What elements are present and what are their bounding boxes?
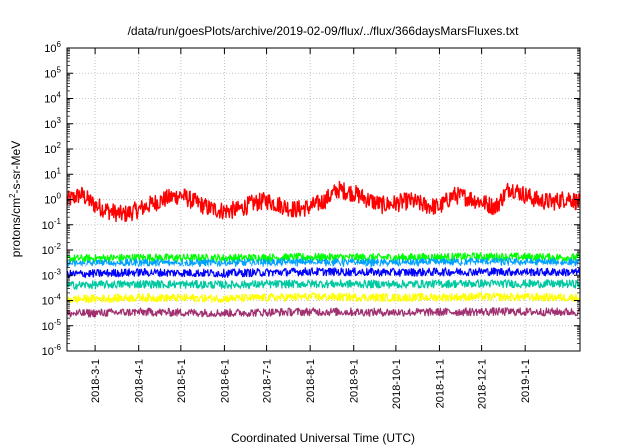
y-tick-base: 10 [42,346,54,358]
y-tick-exponent: -3 [54,267,62,276]
y-tick-exponent: -6 [54,343,62,352]
series-line-7 [66,292,581,304]
data-series [66,180,581,318]
y-tick-base: 10 [42,270,54,282]
x-tick-label: 2018-12-1 [477,359,489,409]
x-tick-label: 2018-5-1 [176,359,188,403]
x-axis-ticks: 2018-3-1 2018-4-1 2018-5-1 2018-6-1 2018-7-1… [90,48,532,409]
y-tick-base: 10 [44,43,56,55]
series-line-2 [66,252,581,263]
y-tick-exponent: -2 [54,242,62,251]
series-line-1 [66,180,581,223]
y-tick-base: 10 [42,220,54,232]
y-tick-exponent: 5 [57,65,62,74]
y-axis-label-base: protons/cm [9,198,23,257]
series-line-6 [66,279,581,290]
y-tick-label: 102 [44,141,61,156]
series-line-8 [66,307,581,318]
y-axis-ticks: 10-610-510-410-310-210-11001011021031041… [42,40,580,358]
y-tick-label: 10-4 [42,293,62,308]
y-tick-base: 10 [44,169,56,181]
x-tick-label: 2018-3-1 [90,359,102,403]
y-tick-label: 103 [44,116,61,131]
y-tick-base: 10 [44,94,56,106]
y-tick-exponent: -5 [54,318,62,327]
y-tick-label: 100 [44,192,61,207]
x-tick-label: 2018-7-1 [262,359,274,403]
y-axis-label-sup: 2 [8,193,17,198]
y-tick-label: 10-5 [42,318,62,333]
y-tick-base: 10 [44,144,56,156]
y-tick-exponent: -4 [54,293,62,302]
y-tick-base: 10 [44,68,56,80]
y-tick-exponent: 3 [57,116,62,125]
y-tick-base: 10 [44,119,56,131]
y-tick-exponent: 6 [57,40,62,49]
y-tick-exponent: 4 [57,91,62,100]
y-tick-exponent: 0 [57,192,62,201]
y-tick-label: 10-3 [42,267,62,282]
y-tick-base: 10 [42,296,54,308]
y-tick-exponent: -1 [54,217,62,226]
series-line-5 [66,267,581,279]
x-tick-label: 2019-1-1 [520,359,532,403]
x-tick-label: 2018-6-1 [219,359,231,403]
x-tick-label: 2018-9-1 [349,359,361,403]
y-tick-exponent: 2 [57,141,62,150]
y-tick-label: 10-6 [42,343,62,358]
y-axis-label: protons/cm2-s-sr-MeV [8,141,23,257]
y-tick-base: 10 [42,321,54,333]
x-tick-label: 2018-8-1 [305,359,317,403]
y-tick-label: 104 [44,91,61,106]
y-tick-exponent: 1 [57,166,62,175]
y-tick-label: 105 [44,65,61,80]
y-axis-label-rest: -s-sr-MeV [9,141,23,194]
y-tick-base: 10 [42,245,54,257]
series-line-4 [66,262,581,274]
y-tick-base: 10 [44,195,56,207]
chart-title: /data/run/goesPlots/archive/2019-02-09/f… [128,24,520,38]
y-tick-label: 101 [44,166,61,181]
y-tick-label: 106 [44,40,61,55]
y-tick-label: 10-1 [42,217,62,232]
x-tick-label: 2018-11-1 [434,359,446,408]
x-tick-label: 2018-4-1 [134,359,146,403]
x-tick-label: 2018-10-1 [391,359,403,409]
y-tick-label: 10-2 [42,242,62,257]
x-axis-label: Coordinated Universal Time (UTC) [231,431,415,445]
